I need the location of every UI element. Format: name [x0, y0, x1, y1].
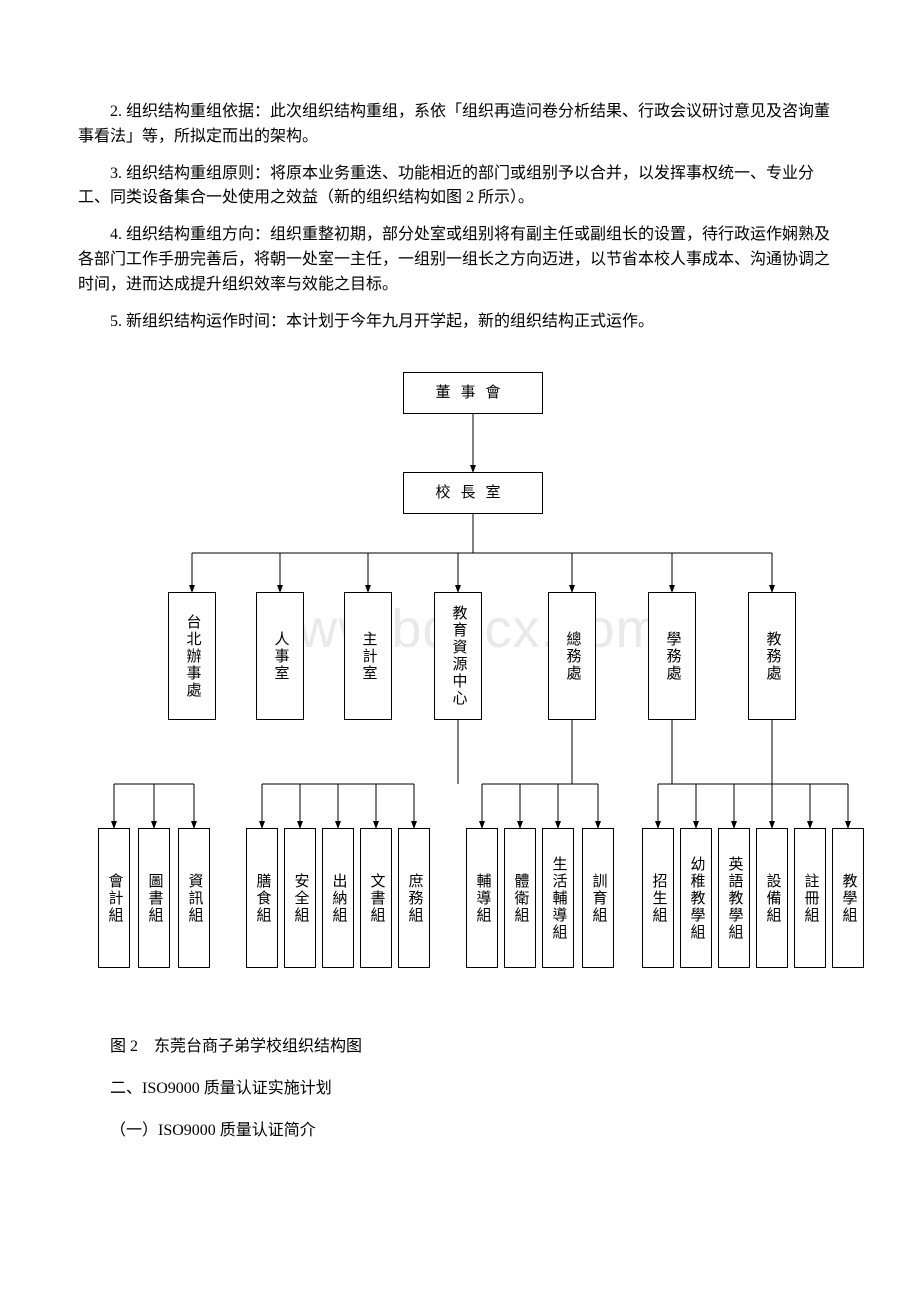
node-l3-2-1: 體衛組: [504, 828, 536, 968]
node-l3-2-2: 生活輔導組: [542, 828, 574, 968]
node-l3-1-4: 庶務組: [398, 828, 430, 968]
node-l3-3-2: 英語教學組: [718, 828, 750, 968]
node-l3-2-0: 輔導組: [466, 828, 498, 968]
node-general: 總務處: [548, 592, 596, 720]
node-principal: 校長室: [403, 472, 543, 514]
node-l3-3-5: 教學組: [832, 828, 864, 968]
para-2: 2. 组织结构重组依据：此次组织结构重组，系依「组织再造问卷分析结果、行政会议研…: [78, 100, 842, 150]
node-l3-3-0: 招生組: [642, 828, 674, 968]
node-l3-0-1: 圖書組: [138, 828, 170, 968]
node-hr: 人事室: [256, 592, 304, 720]
node-l3-0-2: 資訊組: [178, 828, 210, 968]
node-l3-3-3: 設備組: [756, 828, 788, 968]
node-l3-3-4: 註冊組: [794, 828, 826, 968]
org-chart: 董事會校長室台北辦事處人事室主計室教育資源中心 總務處 學務處 教務處會計組圖書組資訊…: [78, 364, 842, 1014]
node-l3-3-1: 幼稚教學組: [680, 828, 712, 968]
node-l3-0-0: 會計組: [98, 828, 130, 968]
node-l3-1-2: 出納組: [322, 828, 354, 968]
node-student: 學務處: [648, 592, 696, 720]
section-2-1-title: （一）ISO9000 质量认证简介: [78, 1116, 842, 1140]
document-body: 2. 组织结构重组依据：此次组织结构重组，系依「组织再造问卷分析结果、行政会议研…: [0, 0, 920, 1140]
node-l3-2-3: 訓育組: [582, 828, 614, 968]
node-edu_center: 教育資源中心: [434, 592, 482, 720]
node-acct_off: 主計室: [344, 592, 392, 720]
para-5: 5. 新组织结构运作时间：本计划于今年九月开学起，新的组织结构正式运作。: [78, 310, 842, 335]
node-l3-1-1: 安全組: [284, 828, 316, 968]
section-2-title: 二、ISO9000 质量认证实施计划: [78, 1074, 842, 1098]
node-l3-1-0: 膳食組: [246, 828, 278, 968]
node-acad: 教務處: [748, 592, 796, 720]
para-3: 3. 组织结构重组原则：将原本业务重迭、功能相近的部门或组别予以合并，以发挥事权…: [78, 162, 842, 212]
figure-caption: 图 2 东莞台商子弟学校组织结构图: [78, 1032, 842, 1056]
para-4: 4. 组织结构重组方向：组织重整初期，部分处室或组别将有副主任或副组长的设置，待…: [78, 223, 842, 297]
node-l3-1-3: 文書組: [360, 828, 392, 968]
node-taipei: 台北辦事處: [168, 592, 216, 720]
node-board: 董事會: [403, 372, 543, 414]
